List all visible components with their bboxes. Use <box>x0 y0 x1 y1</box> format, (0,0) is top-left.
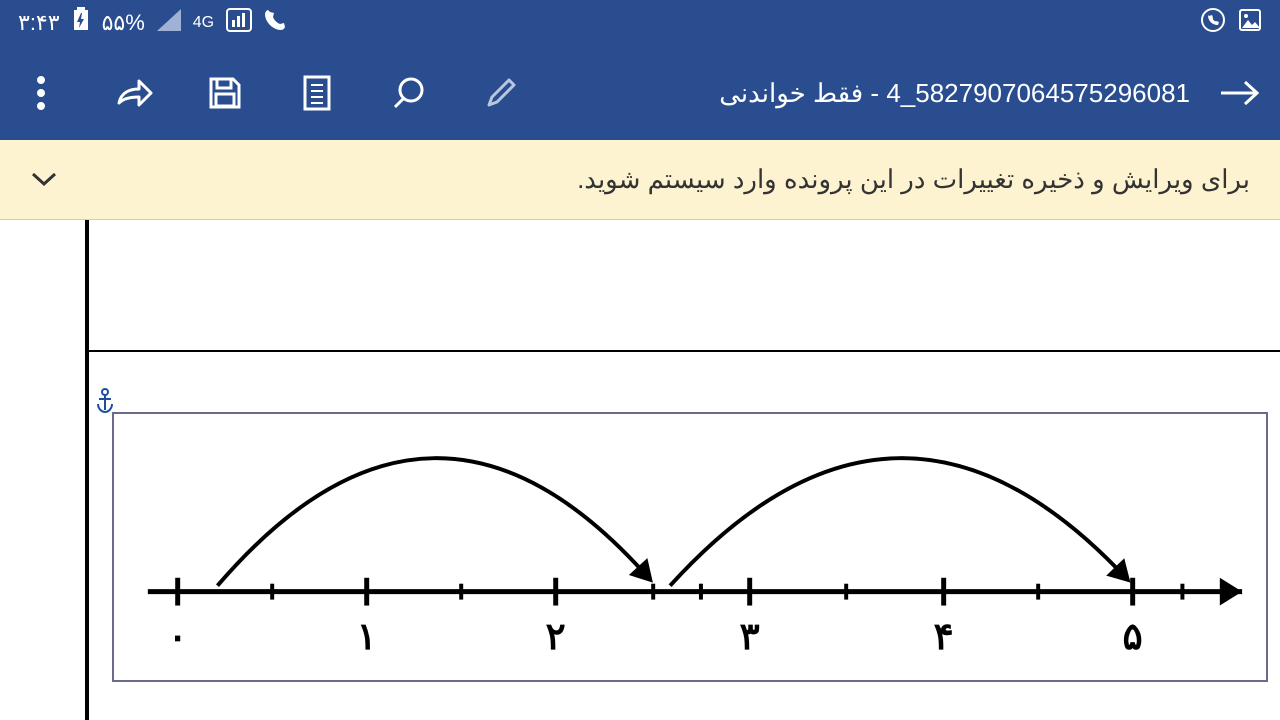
svg-text:۵: ۵ <box>1123 615 1143 657</box>
svg-text:۱: ۱ <box>357 615 377 657</box>
svg-text:۲: ۲ <box>546 615 566 657</box>
page-cell-border <box>89 350 1280 352</box>
save-button[interactable] <box>204 72 246 114</box>
outline-button[interactable] <box>296 72 338 114</box>
share-button[interactable] <box>112 72 154 114</box>
signal-icon <box>157 9 181 37</box>
data-usage-icon <box>226 8 252 38</box>
svg-text:۴: ۴ <box>934 615 954 657</box>
number-line-diagram: ۰ ۱ ۲ ۳ ۴ ۵ <box>118 418 1262 676</box>
phone-icon <box>264 9 286 37</box>
back-button[interactable] <box>1218 72 1260 114</box>
embedded-figure[interactable]: ۰ ۱ ۲ ۳ ۴ ۵ <box>112 412 1268 682</box>
status-battery: ۵۵% <box>102 10 145 36</box>
android-status-bar: ۳:۴۳ ۵۵% 4G <box>0 0 1280 46</box>
whatsapp-icon <box>1200 7 1226 39</box>
app-toolbar: 5827907064575296081_4 - فقط خواندنی <box>0 46 1280 140</box>
document-viewport[interactable]: ۰ ۱ ۲ ۳ ۴ ۵ <box>0 220 1280 720</box>
banner-message: برای ویرایش و ذخیره تغییرات در این پروند… <box>577 164 1250 195</box>
document-title: 5827907064575296081_4 - فقط خواندنی <box>719 78 1190 109</box>
search-button[interactable] <box>388 72 430 114</box>
svg-text:۳: ۳ <box>740 615 760 657</box>
chevron-down-icon[interactable] <box>30 164 58 195</box>
more-menu-button[interactable] <box>20 72 62 114</box>
battery-charging-icon <box>72 7 90 39</box>
edit-button[interactable] <box>480 72 522 114</box>
status-time: ۳:۴۳ <box>18 10 60 36</box>
page-left-border <box>85 220 89 720</box>
signin-banner[interactable]: برای ویرایش و ذخیره تغییرات در این پروند… <box>0 140 1280 220</box>
image-icon <box>1238 8 1262 38</box>
svg-text:۰: ۰ <box>168 615 188 657</box>
status-network: 4G <box>193 14 214 32</box>
